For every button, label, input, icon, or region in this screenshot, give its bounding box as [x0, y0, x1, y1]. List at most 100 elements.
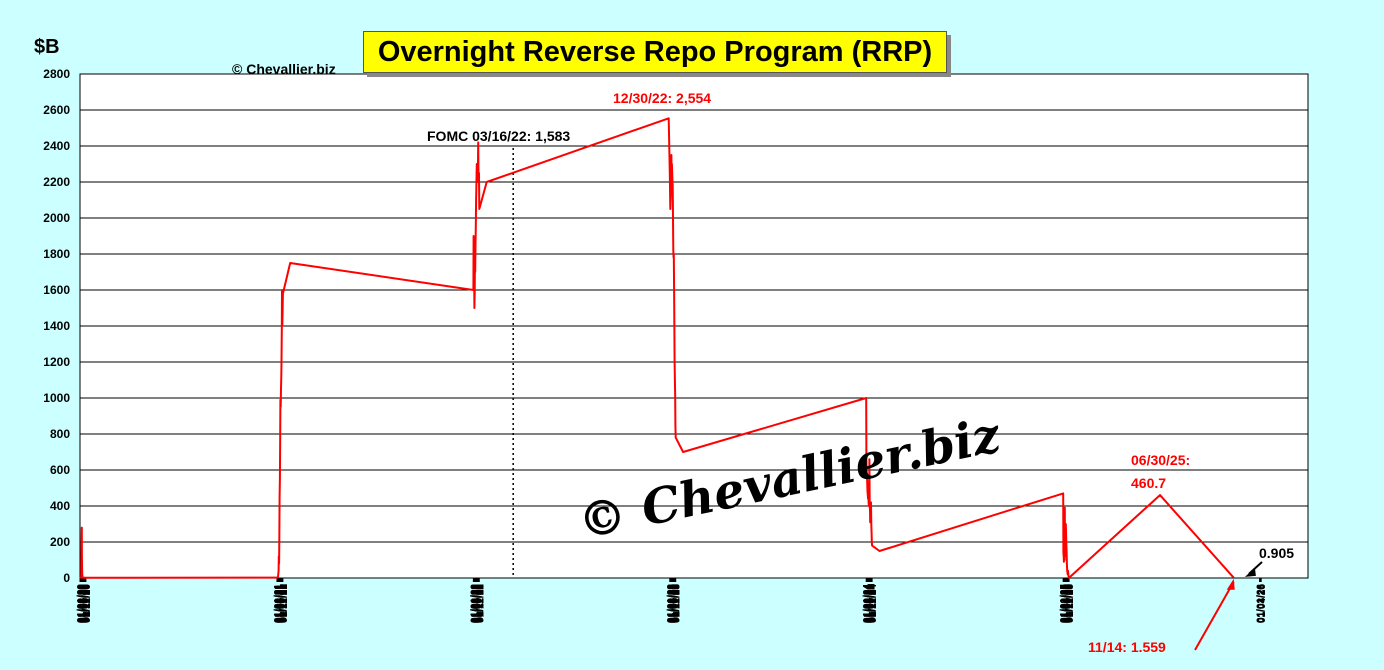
x-tick-label: 01/03/22: [470, 584, 481, 623]
rrp-series-line: [79, 117, 1235, 579]
x-tick-label: 01/02/22: [470, 584, 481, 623]
x-tick-label: 01/11/23: [671, 584, 682, 623]
x-tick-label: 01/03/25: [1060, 584, 1071, 623]
x-tick-label: 01/06/23: [668, 584, 679, 623]
x-tick-label: 01/02/23: [666, 584, 677, 623]
x-tick-label: 01/04/26: [1257, 584, 1268, 623]
x-tick-label: 01/07/20: [79, 584, 90, 623]
jun-annotation-value: 460.7: [1131, 475, 1167, 491]
x-tick-label: 01/09/20: [80, 584, 91, 623]
x-tick-label: 01/09/24: [867, 584, 878, 623]
x-tick-label: 01/01/25: [1059, 584, 1070, 623]
y-axis-unit-label: $B: [34, 36, 60, 58]
y-tick-label: 2800: [43, 67, 70, 81]
jun-annotation-date: 06/30/25:: [1131, 452, 1191, 468]
x-tick-label: 01/09/21: [277, 584, 288, 623]
x-tick-label: 01/06/21: [276, 584, 287, 623]
latest-arrowhead: [1244, 567, 1256, 577]
x-tick-label: 01/02/24: [863, 584, 874, 623]
x-tick-label: 01/02/20: [77, 584, 88, 623]
x-tick-label: 01/12/20: [82, 584, 93, 623]
x-tick-label: 01/10/24: [867, 584, 878, 623]
x-tick-label: 01/05/20: [78, 584, 89, 623]
x-tick-label: 01/10/20: [81, 584, 92, 623]
x-tick-label: 01/01/22: [469, 584, 480, 623]
x-tick-label: 01/05/23: [668, 584, 679, 623]
x-tick-label: 01/01/21: [273, 584, 284, 623]
x-tick-label: 01/04/24: [864, 584, 875, 623]
x-tick-label: 01/06/22: [472, 584, 483, 623]
x-tick-label: 01/10/21: [278, 584, 289, 623]
x-tick-label: 01/03/26: [1257, 584, 1268, 623]
x-tick-label: 01/04/20: [78, 584, 89, 623]
x-tick-label: 01/07/24: [865, 584, 876, 623]
x-tick-label: 01/01/24: [862, 584, 873, 623]
x-tick-label: 01/05/21: [275, 584, 286, 623]
y-tick-label: 800: [50, 427, 70, 441]
y-tick-label: 1400: [43, 319, 70, 333]
x-tick-label: 01/08/20: [80, 584, 91, 623]
x-tick-label: 01/04/22: [471, 584, 482, 623]
y-tick-label: 200: [50, 535, 70, 549]
x-tick-label: 01/12/22: [475, 584, 486, 623]
x-tick-label: 01/09/23: [670, 584, 681, 623]
chart-title: Overnight Reverse Repo Program (RRP): [363, 31, 947, 73]
y-tick-label: 2600: [43, 103, 70, 117]
x-tick-label: 01/06/25: [1062, 584, 1073, 623]
x-tick-label: 01/10/22: [474, 584, 485, 623]
x-tick-label: 01/08/22: [473, 584, 484, 623]
x-tick-label: 01/01/23: [666, 584, 677, 623]
x-tick-label: 01/12/21: [279, 584, 290, 623]
x-tick-label: 01/12/24: [868, 584, 879, 623]
nov-annotation: 11/14: 1.559: [1088, 639, 1166, 655]
y-tick-label: 2000: [43, 211, 70, 225]
y-tick-label: 1200: [43, 355, 70, 369]
y-tick-label: 2400: [43, 139, 70, 153]
x-tick-label: 01/11/20: [81, 584, 92, 623]
latest-annotation: 0.905: [1259, 545, 1295, 561]
x-tick-label: 01/10/25: [1064, 584, 1075, 623]
nov-arrowhead: [1226, 578, 1235, 590]
x-tick-label: 01/08/23: [670, 584, 681, 623]
x-tick-label: 01/06/24: [865, 584, 876, 623]
x-tick-label: 01/05/25: [1061, 584, 1072, 623]
x-tick-label: 01/04/25: [1061, 584, 1072, 623]
y-tick-label: 600: [50, 463, 70, 477]
x-tick-label: 01/11/25: [1065, 584, 1076, 623]
y-tick-label: 1000: [43, 391, 70, 405]
x-tick-label: 01/03/20: [77, 584, 88, 623]
x-tick-label: 01/02/21: [273, 584, 284, 623]
x-tick-label: 01/08/25: [1063, 584, 1074, 623]
y-tick-label: 2200: [43, 175, 70, 189]
x-tick-label: 01/04/21: [275, 584, 286, 623]
x-tick-label: 01/04/23: [667, 584, 678, 623]
copyright-label: © Chevallier.biz: [232, 61, 336, 77]
x-tick-label: 01/01/26: [1256, 584, 1267, 623]
x-tick-label: 01/02/25: [1060, 584, 1071, 623]
x-tick-label: 01/03/23: [667, 584, 678, 623]
y-tick-label: 0: [63, 571, 70, 585]
x-tick-label: 01/02/26: [1256, 584, 1267, 623]
nov-arrow: [1194, 581, 1235, 651]
y-tick-label: 400: [50, 499, 70, 513]
x-tick-label: 01/08/24: [866, 584, 877, 623]
x-tick-label: 01/05/22: [472, 584, 483, 623]
x-tick-label: 01/12/23: [672, 584, 683, 623]
fomc-annotation: FOMC 03/16/22: 1,583: [427, 128, 571, 144]
x-tick-label: 01/10/23: [671, 584, 682, 623]
x-tick-label: 01/11/22: [475, 584, 486, 623]
x-tick-label: 01/07/25: [1062, 584, 1073, 623]
x-tick-label: 01/05/24: [864, 584, 875, 623]
y-tick-label: 1600: [43, 283, 70, 297]
x-tick-label: 01/07/22: [473, 584, 484, 623]
x-tick-label: 01/12/25: [1065, 584, 1076, 623]
x-tick-label: 01/11/21: [278, 584, 289, 623]
x-tick-label: 01/07/23: [669, 584, 680, 623]
x-tick-label: 01/09/25: [1063, 584, 1074, 623]
y-tick-label: 1800: [43, 247, 70, 261]
x-tick-label: 01/03/21: [274, 584, 285, 623]
x-tick-label: 01/08/21: [277, 584, 288, 623]
x-tick-label: 01/03/24: [863, 584, 874, 623]
